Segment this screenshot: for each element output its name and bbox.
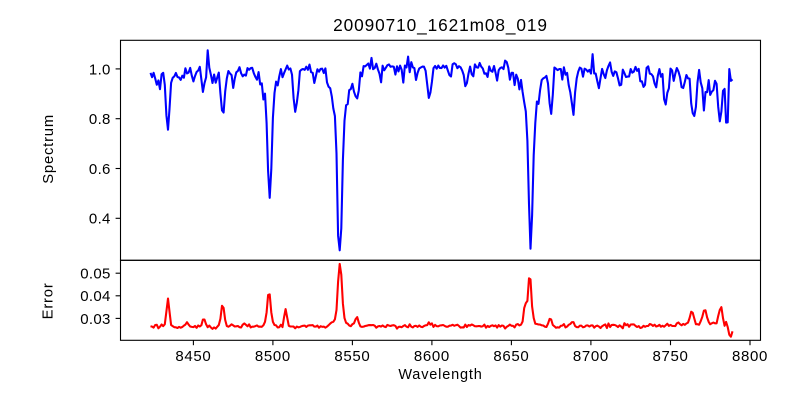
svg-text:Error: Error xyxy=(41,282,57,319)
svg-text:0.04: 0.04 xyxy=(80,288,110,305)
svg-text:8450: 8450 xyxy=(175,348,211,365)
svg-text:0.03: 0.03 xyxy=(80,311,110,328)
svg-text:8750: 8750 xyxy=(653,348,689,365)
svg-text:0.8: 0.8 xyxy=(89,111,111,128)
svg-text:Spectrum: Spectrum xyxy=(41,114,57,184)
svg-text:8650: 8650 xyxy=(493,348,529,365)
svg-text:1.0: 1.0 xyxy=(89,61,111,78)
svg-text:8800: 8800 xyxy=(732,348,768,365)
svg-text:8500: 8500 xyxy=(255,348,291,365)
svg-text:8600: 8600 xyxy=(414,348,450,365)
svg-text:Wavelength: Wavelength xyxy=(398,367,482,383)
svg-text:0.4: 0.4 xyxy=(89,211,111,228)
svg-text:20090710_1621m08_019: 20090710_1621m08_019 xyxy=(333,15,548,35)
svg-text:8700: 8700 xyxy=(573,348,609,365)
svg-text:8550: 8550 xyxy=(334,348,370,365)
svg-text:0.05: 0.05 xyxy=(80,266,110,283)
svg-text:0.6: 0.6 xyxy=(89,161,111,178)
